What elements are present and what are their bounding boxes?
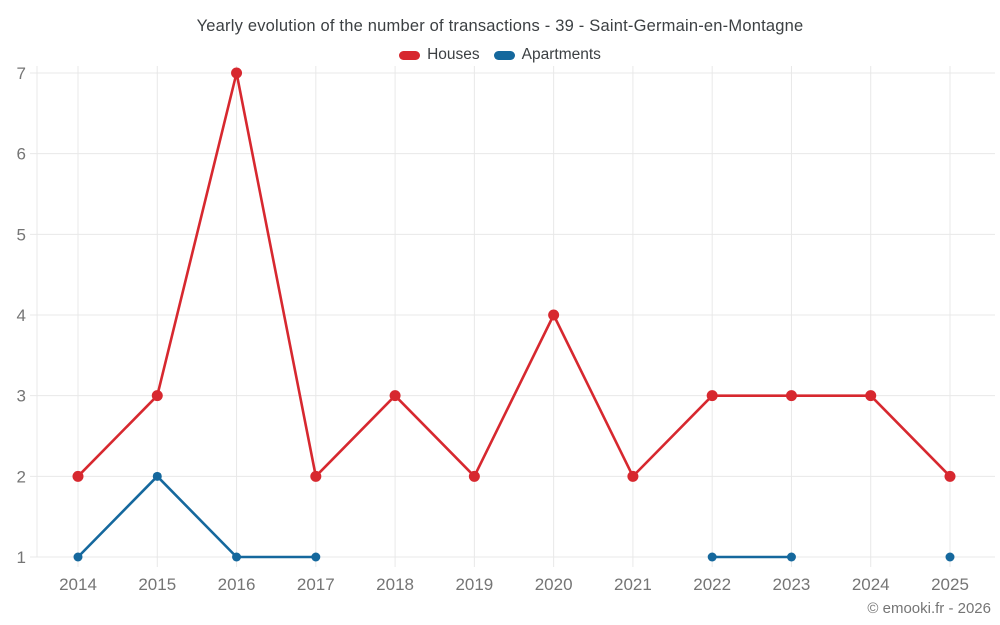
chart-title: Yearly evolution of the number of transa… <box>196 17 804 35</box>
apartments-series-label: Apartments <box>521 46 601 63</box>
svg-text:7: 7 <box>17 64 26 83</box>
svg-text:2017: 2017 <box>297 575 335 594</box>
svg-text:2: 2 <box>17 467 26 486</box>
legend: Houses Apartments <box>0 46 1000 64</box>
svg-text:2021: 2021 <box>614 575 652 594</box>
svg-text:2025: 2025 <box>931 575 969 594</box>
svg-text:2022: 2022 <box>693 575 731 594</box>
svg-text:3: 3 <box>17 387 26 406</box>
copyright-watermark: © emooki.fr - 2026 <box>867 600 991 617</box>
svg-text:5: 5 <box>17 225 26 244</box>
houses-series-swatch <box>399 50 421 60</box>
svg-text:2024: 2024 <box>852 575 890 594</box>
svg-text:2014: 2014 <box>59 575 97 594</box>
svg-text:6: 6 <box>17 145 26 164</box>
svg-text:2015: 2015 <box>138 575 176 594</box>
svg-text:4: 4 <box>17 306 26 325</box>
apartments-series-swatch <box>493 50 515 60</box>
svg-text:2020: 2020 <box>535 575 573 594</box>
legend-item-houses[interactable]: Houses <box>399 46 480 64</box>
svg-text:2018: 2018 <box>376 575 414 594</box>
houses-series-label: Houses <box>427 46 480 63</box>
svg-text:2023: 2023 <box>773 575 811 594</box>
svg-text:2019: 2019 <box>455 575 493 594</box>
svg-text:1: 1 <box>17 548 26 567</box>
svg-text:2016: 2016 <box>218 575 256 594</box>
legend-item-apartments[interactable]: Apartments <box>493 46 601 64</box>
